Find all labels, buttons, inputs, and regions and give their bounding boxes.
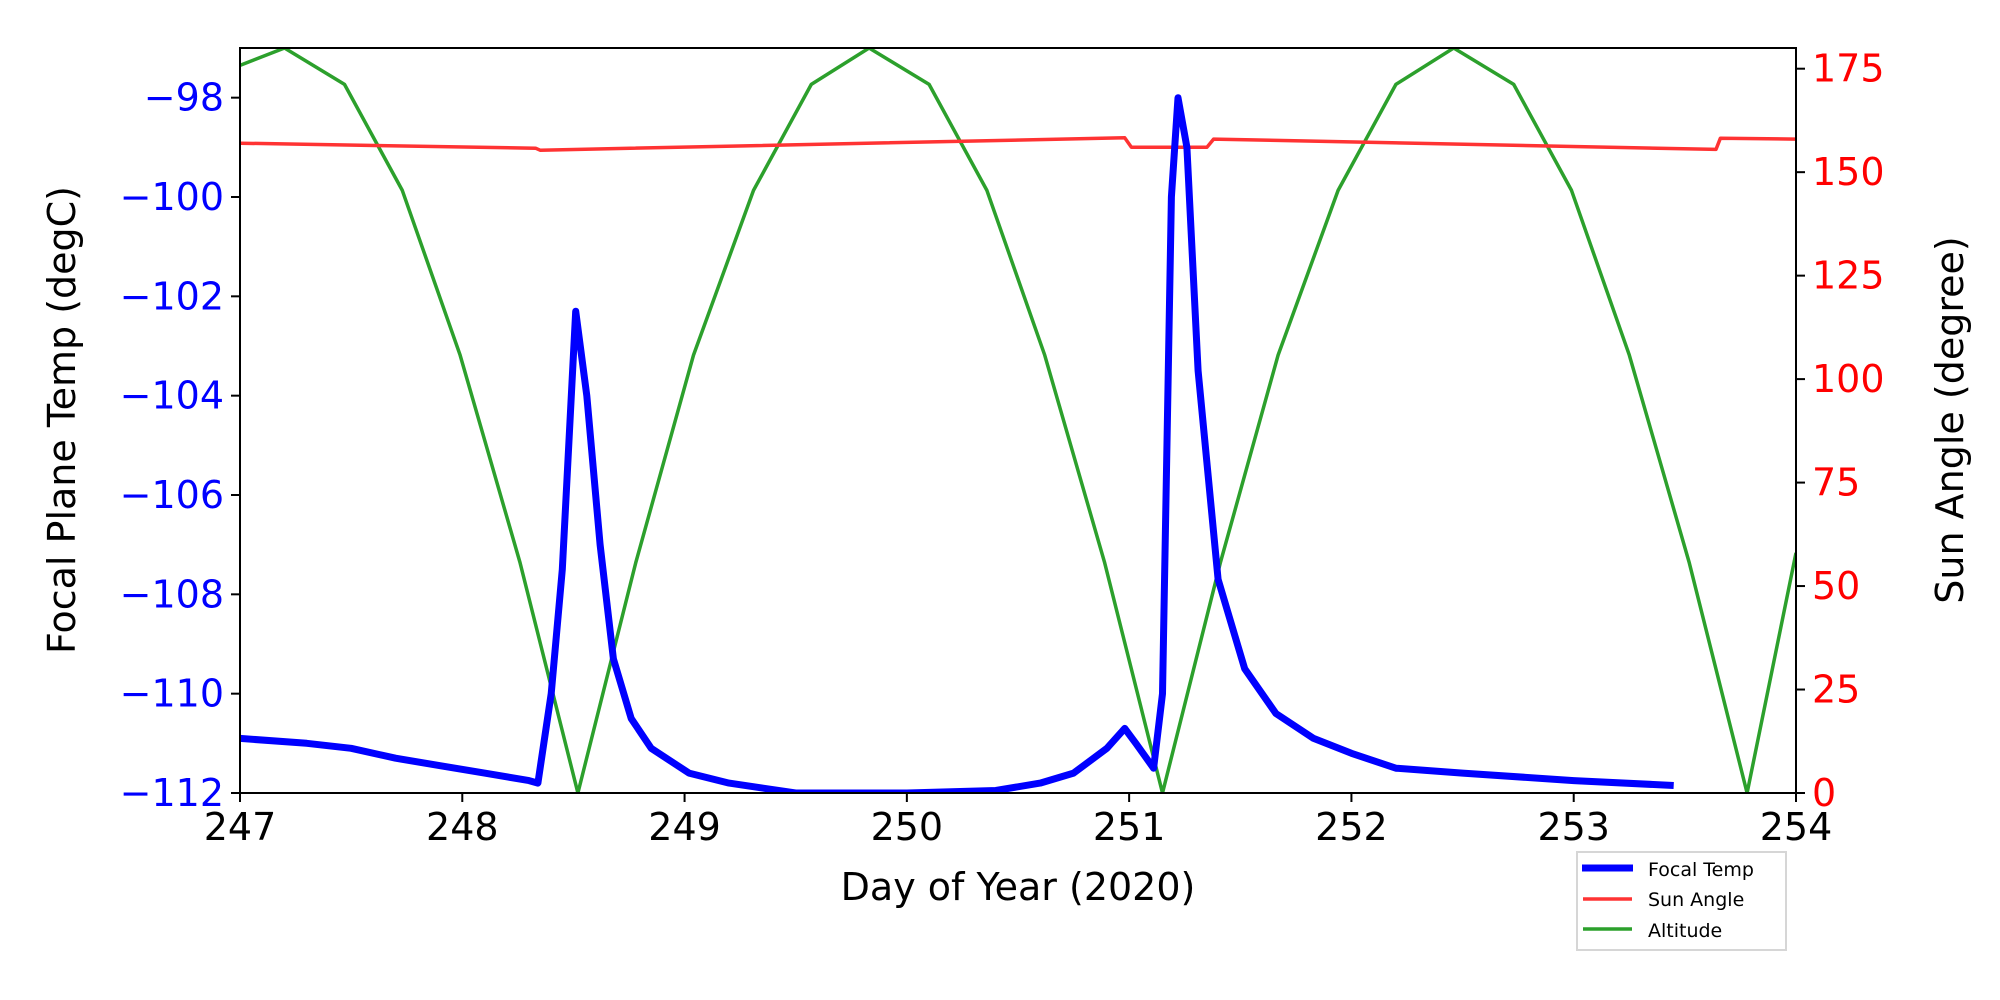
series-line-altitude: [240, 48, 1796, 793]
y-right-tick-label: 75: [1812, 461, 1860, 505]
y-left-tick-label: −106: [120, 473, 224, 517]
x-tick-label: 250: [871, 805, 944, 849]
x-axis-label: Day of Year (2020): [841, 865, 1196, 909]
y-left-tick-label: −104: [120, 374, 224, 418]
y-left-tick-label: −112: [120, 771, 224, 815]
plot-area: [240, 48, 1796, 793]
y-right-tick-label: 0: [1812, 771, 1836, 815]
x-tick-label: 249: [648, 805, 721, 849]
y-left-tick-label: −102: [120, 274, 224, 318]
y-right-tick-label: 100: [1812, 357, 1885, 401]
series-line-focal-temp: [240, 94, 1674, 793]
plot-frame: [239, 47, 1797, 794]
y-right-tick-label: 150: [1812, 150, 1885, 194]
y-axis-left: −112 −110 −108 −106 −104 −102 −100 −98: [120, 76, 240, 815]
legend-label-altitude: Altitude: [1648, 920, 1722, 942]
legend: Focal Temp Sun Angle Altitude: [1576, 851, 1787, 951]
y-left-tick-label: −108: [120, 572, 224, 616]
y-right-tick-label: 175: [1812, 47, 1885, 91]
y-left-tick-label: −98: [144, 76, 224, 120]
legend-label-focal-temp: Focal Temp: [1648, 859, 1754, 881]
x-tick-label: 252: [1315, 805, 1388, 849]
series-line-sun-angle: [240, 136, 1796, 152]
y-axis-right: 0 25 50 75 100 125 150 175: [1796, 47, 1885, 815]
y-right-tick-label: 50: [1812, 564, 1860, 608]
y-axis-right-label: Sun Angle (degree): [1928, 236, 1972, 603]
x-tick-label: 254: [1760, 805, 1833, 849]
y-right-tick-label: 125: [1812, 254, 1885, 298]
y-left-tick-label: −100: [120, 175, 224, 219]
y-axis-left-label: Focal Plane Temp (degC): [40, 186, 84, 654]
x-tick-label: 248: [426, 805, 499, 849]
y-left-tick-label: −110: [120, 672, 224, 716]
x-tick-label: 247: [204, 805, 277, 849]
x-axis: 247 248 249 250 251 252 253 254: [204, 793, 1833, 849]
legend-label-sun-angle: Sun Angle: [1648, 889, 1744, 911]
x-tick-label: 251: [1093, 805, 1166, 849]
y-right-tick-label: 25: [1812, 668, 1860, 712]
x-tick-label: 253: [1537, 805, 1610, 849]
